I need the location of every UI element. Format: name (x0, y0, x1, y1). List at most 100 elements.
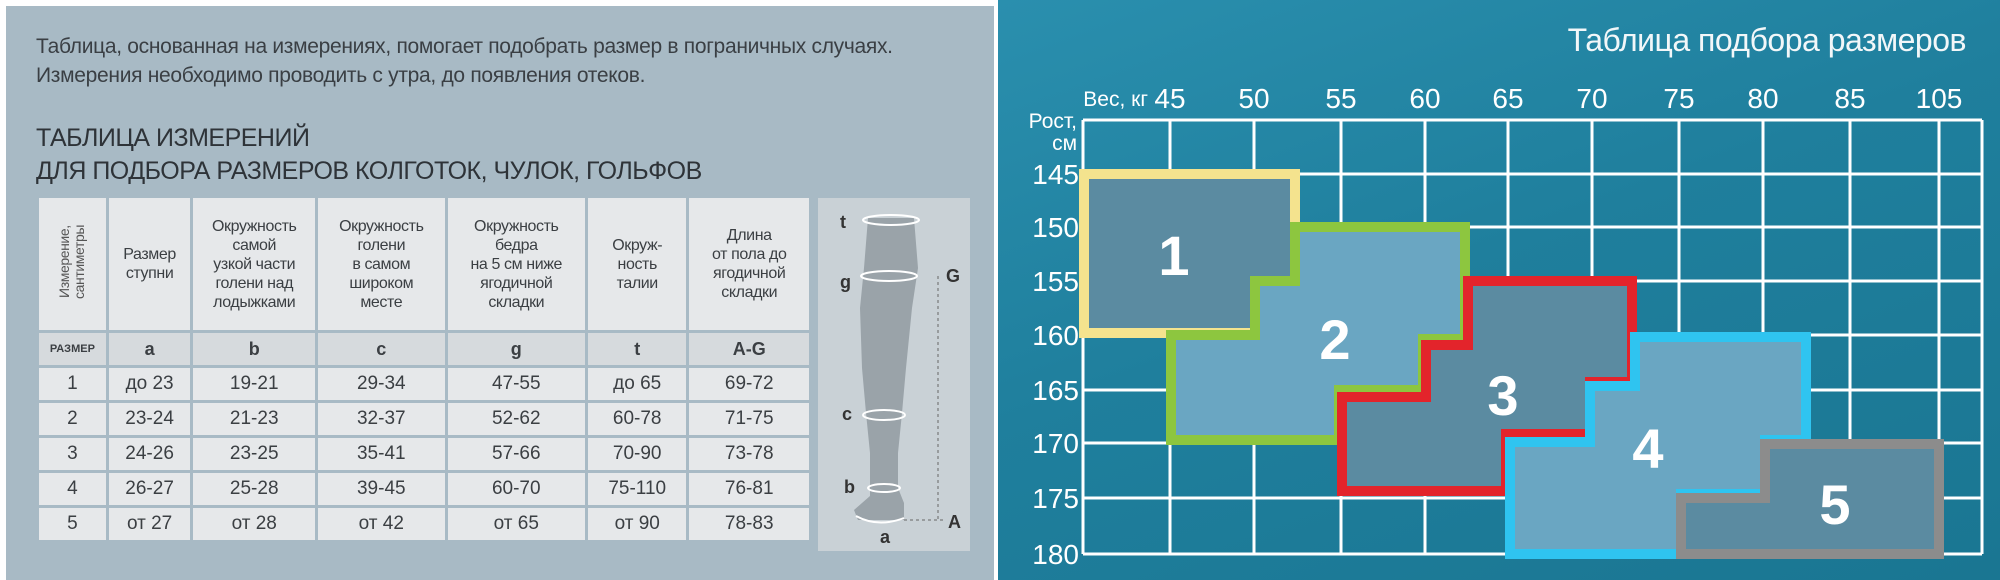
value-cell: до 65 (584, 365, 690, 403)
column-header: Окружность бедра на 5 см ниже ягодичной … (444, 195, 588, 333)
weight-tick-label: 60 (1409, 83, 1440, 114)
heading-line-1: ТАБЛИЦА ИЗМЕРЕНИЙ (36, 124, 310, 152)
weight-tick-label: 80 (1747, 83, 1778, 114)
weight-tick-label: 105 (1916, 83, 1963, 114)
size-region-label: 5 (1819, 473, 1850, 536)
label-t: t (840, 212, 846, 232)
corner-label: Измерение, сантиметры (56, 224, 88, 299)
value-cell: 47-55 (444, 365, 588, 403)
table-row: 2 23-24 21-23 32-37 52-62 60-78 71-75 (36, 400, 812, 438)
leg-illustration: t g c b a G A (840, 212, 961, 547)
column-header: Окружность самой узкой части голени над … (190, 195, 319, 333)
value-cell: 70-90 (584, 435, 690, 473)
size-region-label: 4 (1632, 417, 1663, 480)
header-row: Измерение, сантиметры Размер ступни Окру… (36, 195, 812, 333)
size-cell: 5 (36, 505, 109, 543)
weight-tick-label: 85 (1834, 83, 1865, 114)
size-cell: 1 (36, 365, 109, 403)
value-cell: 78-83 (686, 505, 812, 543)
label-c: c (842, 404, 852, 424)
weight-tick-label: 65 (1492, 83, 1523, 114)
value-cell: 25-28 (190, 470, 319, 508)
code-cell: a (105, 330, 194, 368)
height-tick-label: 155 (1032, 266, 1079, 297)
weight-tick-label: 75 (1663, 83, 1694, 114)
value-cell: 26-27 (105, 470, 194, 508)
column-header: Окружность голени в самом широком месте (315, 195, 448, 333)
code-cell: A-G (686, 330, 812, 368)
value-cell: 76-81 (686, 470, 812, 508)
code-cell: c (315, 330, 448, 368)
code-row: РАЗМЕР a b c g t A-G (36, 330, 812, 368)
height-tick-label: 160 (1032, 320, 1079, 351)
leg-diagram: t g c b a G A (818, 198, 970, 551)
weight-tick-label: 50 (1238, 83, 1269, 114)
value-cell: 24-26 (105, 435, 194, 473)
size-region-label: 3 (1487, 364, 1518, 427)
value-cell: 60-78 (584, 400, 690, 438)
value-cell: 52-62 (444, 400, 588, 438)
weight-tick-label: 55 (1325, 83, 1356, 114)
column-header: Длина от пола до ягодичной складки (686, 195, 812, 333)
height-tick-label: 145 (1032, 159, 1079, 190)
value-cell: от 90 (584, 505, 690, 543)
value-cell: 32-37 (315, 400, 448, 438)
value-cell: от 42 (315, 505, 448, 543)
value-cell: от 65 (444, 505, 588, 543)
table-row: 1 до 23 19-21 29-34 47-55 до 65 69-72 (36, 365, 812, 403)
height-tick-label: 170 (1032, 428, 1079, 459)
code-cell: t (584, 330, 690, 368)
value-cell: от 27 (105, 505, 194, 543)
corner-cell: Измерение, сантиметры (36, 195, 109, 333)
size-chart-panel: Таблица подбора размеров 1 2 3 4 5 45 50 55 60 65… (998, 0, 2000, 580)
table-heading: ТАБЛИЦА ИЗМЕРЕНИЙ ДЛЯ ПОДБОРА РАЗМЕРОВ К… (36, 122, 702, 188)
label-a: a (880, 527, 891, 547)
value-cell: 19-21 (190, 365, 319, 403)
height-axis-label: Рост, см (1029, 110, 1077, 155)
measurement-table: Измерение, сантиметры Размер ступни Окру… (36, 195, 812, 543)
value-cell: 75-110 (584, 470, 690, 508)
value-cell: от 28 (190, 505, 319, 543)
code-cell: b (190, 330, 319, 368)
value-cell: до 23 (105, 365, 194, 403)
label-G: G (946, 266, 960, 286)
size-region-5 (1676, 439, 1944, 559)
code-cell: g (444, 330, 588, 368)
size-cell: 4 (36, 470, 109, 508)
size-region-label: 1 (1158, 224, 1189, 287)
value-cell: 39-45 (315, 470, 448, 508)
size-chart-title: Таблица подбора размеров (1567, 22, 1967, 58)
label-b: b (844, 477, 855, 497)
height-tick-label: 165 (1032, 375, 1079, 406)
size-region-label: 2 (1319, 308, 1350, 371)
column-header: Окруж- ность талии (584, 195, 690, 333)
table-row: 3 24-26 23-25 35-41 57-66 70-90 73-78 (36, 435, 812, 473)
heading-line-2: ДЛЯ ПОДБОРА РАЗМЕРОВ КОЛГОТОК, ЧУЛОК, ГО… (36, 157, 702, 185)
table-row: 5 от 27 от 28 от 42 от 65 от 90 78-83 (36, 505, 812, 543)
height-tick-label: 150 (1032, 212, 1079, 243)
intro-text: Таблица, основанная на измерениях, помог… (36, 35, 893, 87)
value-cell: 60-70 (444, 470, 588, 508)
code-cell: РАЗМЕР (36, 330, 109, 368)
value-cell: 23-25 (190, 435, 319, 473)
value-cell: 23-24 (105, 400, 194, 438)
weight-tick-label: 70 (1576, 83, 1607, 114)
size-cell: 3 (36, 435, 109, 473)
value-cell: 69-72 (686, 365, 812, 403)
table-row: 4 26-27 25-28 39-45 60-70 75-110 76-81 (36, 470, 812, 508)
label-g: g (840, 272, 851, 292)
value-cell: 29-34 (315, 365, 448, 403)
measurement-panel: Таблица, основанная на измерениях, помог… (6, 6, 994, 580)
height-tick-label: 175 (1032, 483, 1079, 514)
value-cell: 35-41 (315, 435, 448, 473)
weight-axis-label: Вес, кг (1083, 88, 1148, 111)
value-cell: 57-66 (444, 435, 588, 473)
label-A: A (948, 512, 961, 532)
size-cell: 2 (36, 400, 109, 438)
column-header: Размер ступни (105, 195, 194, 333)
height-tick-label: 180 (1032, 539, 1079, 570)
weight-tick-label: 45 (1154, 83, 1185, 114)
value-cell: 71-75 (686, 400, 812, 438)
value-cell: 73-78 (686, 435, 812, 473)
